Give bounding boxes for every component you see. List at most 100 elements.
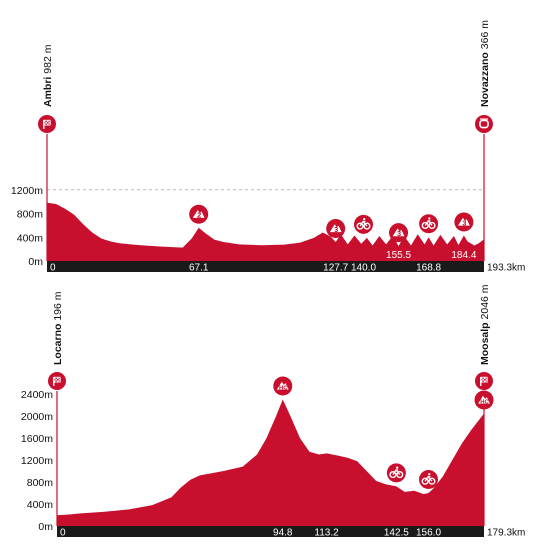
bike-wheel-front bbox=[428, 221, 436, 230]
mountain-hc-icon: HC bbox=[474, 390, 494, 410]
flag-square bbox=[57, 377, 59, 379]
start-place-label: Ambri 982 m bbox=[42, 44, 54, 107]
climb-category-label: HC bbox=[480, 399, 489, 405]
start-name: Locarno bbox=[52, 324, 64, 365]
x-tick-label: 127.7 bbox=[323, 263, 348, 274]
flag-square bbox=[485, 378, 488, 381]
y-tick-label: 800m bbox=[27, 477, 54, 489]
bike-wheel-rear bbox=[421, 221, 429, 230]
mountain-3-icon: 3 bbox=[454, 212, 474, 232]
climb-category-label: 3 bbox=[397, 229, 401, 238]
flag-square bbox=[484, 377, 486, 379]
bike-wheel-front bbox=[428, 477, 436, 485]
x-tick-label: 113.2 bbox=[314, 528, 339, 539]
flag-square bbox=[43, 123, 46, 126]
mountain-2-icon: 2 bbox=[189, 204, 209, 224]
start-flag-icon bbox=[48, 372, 66, 390]
y-tick-label: 2000m bbox=[21, 411, 53, 423]
finish-elevation: 2046 m bbox=[479, 284, 491, 319]
rider-head bbox=[395, 466, 399, 469]
circuit-loop bbox=[479, 119, 489, 129]
mountain-shape bbox=[329, 224, 342, 233]
mountain-shape bbox=[457, 217, 470, 226]
flag-square bbox=[47, 123, 49, 126]
flag-square bbox=[480, 380, 483, 383]
finish-circuit-icon bbox=[475, 115, 493, 133]
elevation-area bbox=[47, 202, 484, 261]
flag-square bbox=[47, 120, 49, 122]
y-tick-label: 2400m bbox=[21, 389, 53, 401]
finish-elevation: 366 m bbox=[479, 20, 491, 49]
flag-square bbox=[480, 377, 483, 379]
x-tick-label-end: 193.3km bbox=[487, 263, 525, 274]
y-tick-label: 1600m bbox=[21, 433, 53, 445]
flag-square bbox=[48, 121, 51, 124]
finish-name: Novazzano bbox=[479, 52, 491, 107]
y-tick-label: 400m bbox=[17, 232, 44, 244]
flag-square bbox=[58, 378, 61, 381]
y-tick-label: 800m bbox=[17, 209, 44, 221]
finish-name: Moosalp bbox=[479, 322, 491, 365]
x-tick-label: 94.8 bbox=[273, 528, 293, 539]
y-tick-label: 400m bbox=[27, 499, 54, 511]
mountain-shape bbox=[392, 228, 405, 237]
rider-head bbox=[428, 217, 431, 220]
start-elevation: 196 m bbox=[52, 291, 64, 320]
flag-square bbox=[53, 377, 56, 379]
y-tick-label: 1200m bbox=[11, 185, 43, 197]
y-tick-label: 0m bbox=[38, 521, 53, 533]
bike-frame bbox=[424, 475, 433, 482]
bike-wheel-front bbox=[363, 222, 371, 230]
marker-circle bbox=[419, 214, 439, 234]
marker-circle bbox=[386, 463, 406, 483]
flag-square bbox=[53, 380, 56, 383]
y-tick-label: 1200m bbox=[21, 455, 53, 467]
km-annotation: 184.4 bbox=[451, 250, 476, 261]
mountain-hc-icon: HC bbox=[273, 376, 293, 396]
mountain-3-icon: 3 bbox=[326, 219, 346, 238]
marker-circle bbox=[419, 470, 439, 489]
start-place-label: Locarno 196 m bbox=[52, 291, 64, 365]
finish-place-label: Moosalp 2046 m bbox=[479, 284, 491, 365]
x-tick-label: 168.8 bbox=[416, 263, 441, 274]
bike-frame bbox=[359, 220, 368, 227]
finish-place-label: Novazzano 366 m bbox=[479, 20, 491, 107]
km-annotation: 155.5 bbox=[386, 250, 411, 261]
finish-flag-icon bbox=[475, 372, 493, 390]
x-tick-label: 140.0 bbox=[351, 263, 376, 274]
x-tick-label-end: 179.3km bbox=[487, 528, 525, 539]
x-tick-label: 156.0 bbox=[416, 528, 441, 539]
km-axis-bar bbox=[47, 261, 484, 272]
climb-category-label: 2 bbox=[197, 211, 201, 220]
start-name: Ambri bbox=[42, 77, 54, 107]
mountain-3-icon: 3 bbox=[389, 223, 409, 243]
y-tick-label: 0m bbox=[28, 256, 43, 268]
start-elevation: 982 m bbox=[42, 44, 54, 73]
bike-wheel-rear bbox=[356, 222, 364, 230]
x-tick-label: 142.5 bbox=[384, 528, 409, 539]
climb-category-label: HC bbox=[279, 385, 288, 391]
rider-head bbox=[428, 473, 431, 476]
flag-square bbox=[484, 380, 486, 383]
marker-circle bbox=[354, 214, 374, 234]
flag-square bbox=[55, 378, 57, 381]
elevation-area bbox=[57, 399, 484, 526]
bike-wheel-rear bbox=[421, 477, 429, 485]
x-tick-label: 0 bbox=[60, 528, 66, 539]
mountain-shape bbox=[192, 209, 205, 218]
bike-wheel-rear bbox=[389, 471, 397, 479]
profile-chart-1: 1200m 800m 400m 0m 0 67.1 127.7 140.0 168.8 193.3… bbox=[11, 20, 525, 274]
flag-square bbox=[45, 121, 47, 124]
bike-wheel-front bbox=[396, 471, 404, 479]
marker-circle bbox=[475, 115, 493, 133]
climb-category-label: 3 bbox=[334, 225, 338, 234]
mountain-shape bbox=[276, 381, 289, 390]
bike-sprint-icon bbox=[419, 214, 439, 234]
start-flag-icon bbox=[38, 115, 56, 133]
rider-head bbox=[363, 217, 366, 221]
km-axis-bar bbox=[57, 526, 484, 537]
bike-frame bbox=[424, 219, 433, 226]
bike-sprint-icon bbox=[386, 463, 406, 483]
flag-square bbox=[43, 120, 46, 122]
